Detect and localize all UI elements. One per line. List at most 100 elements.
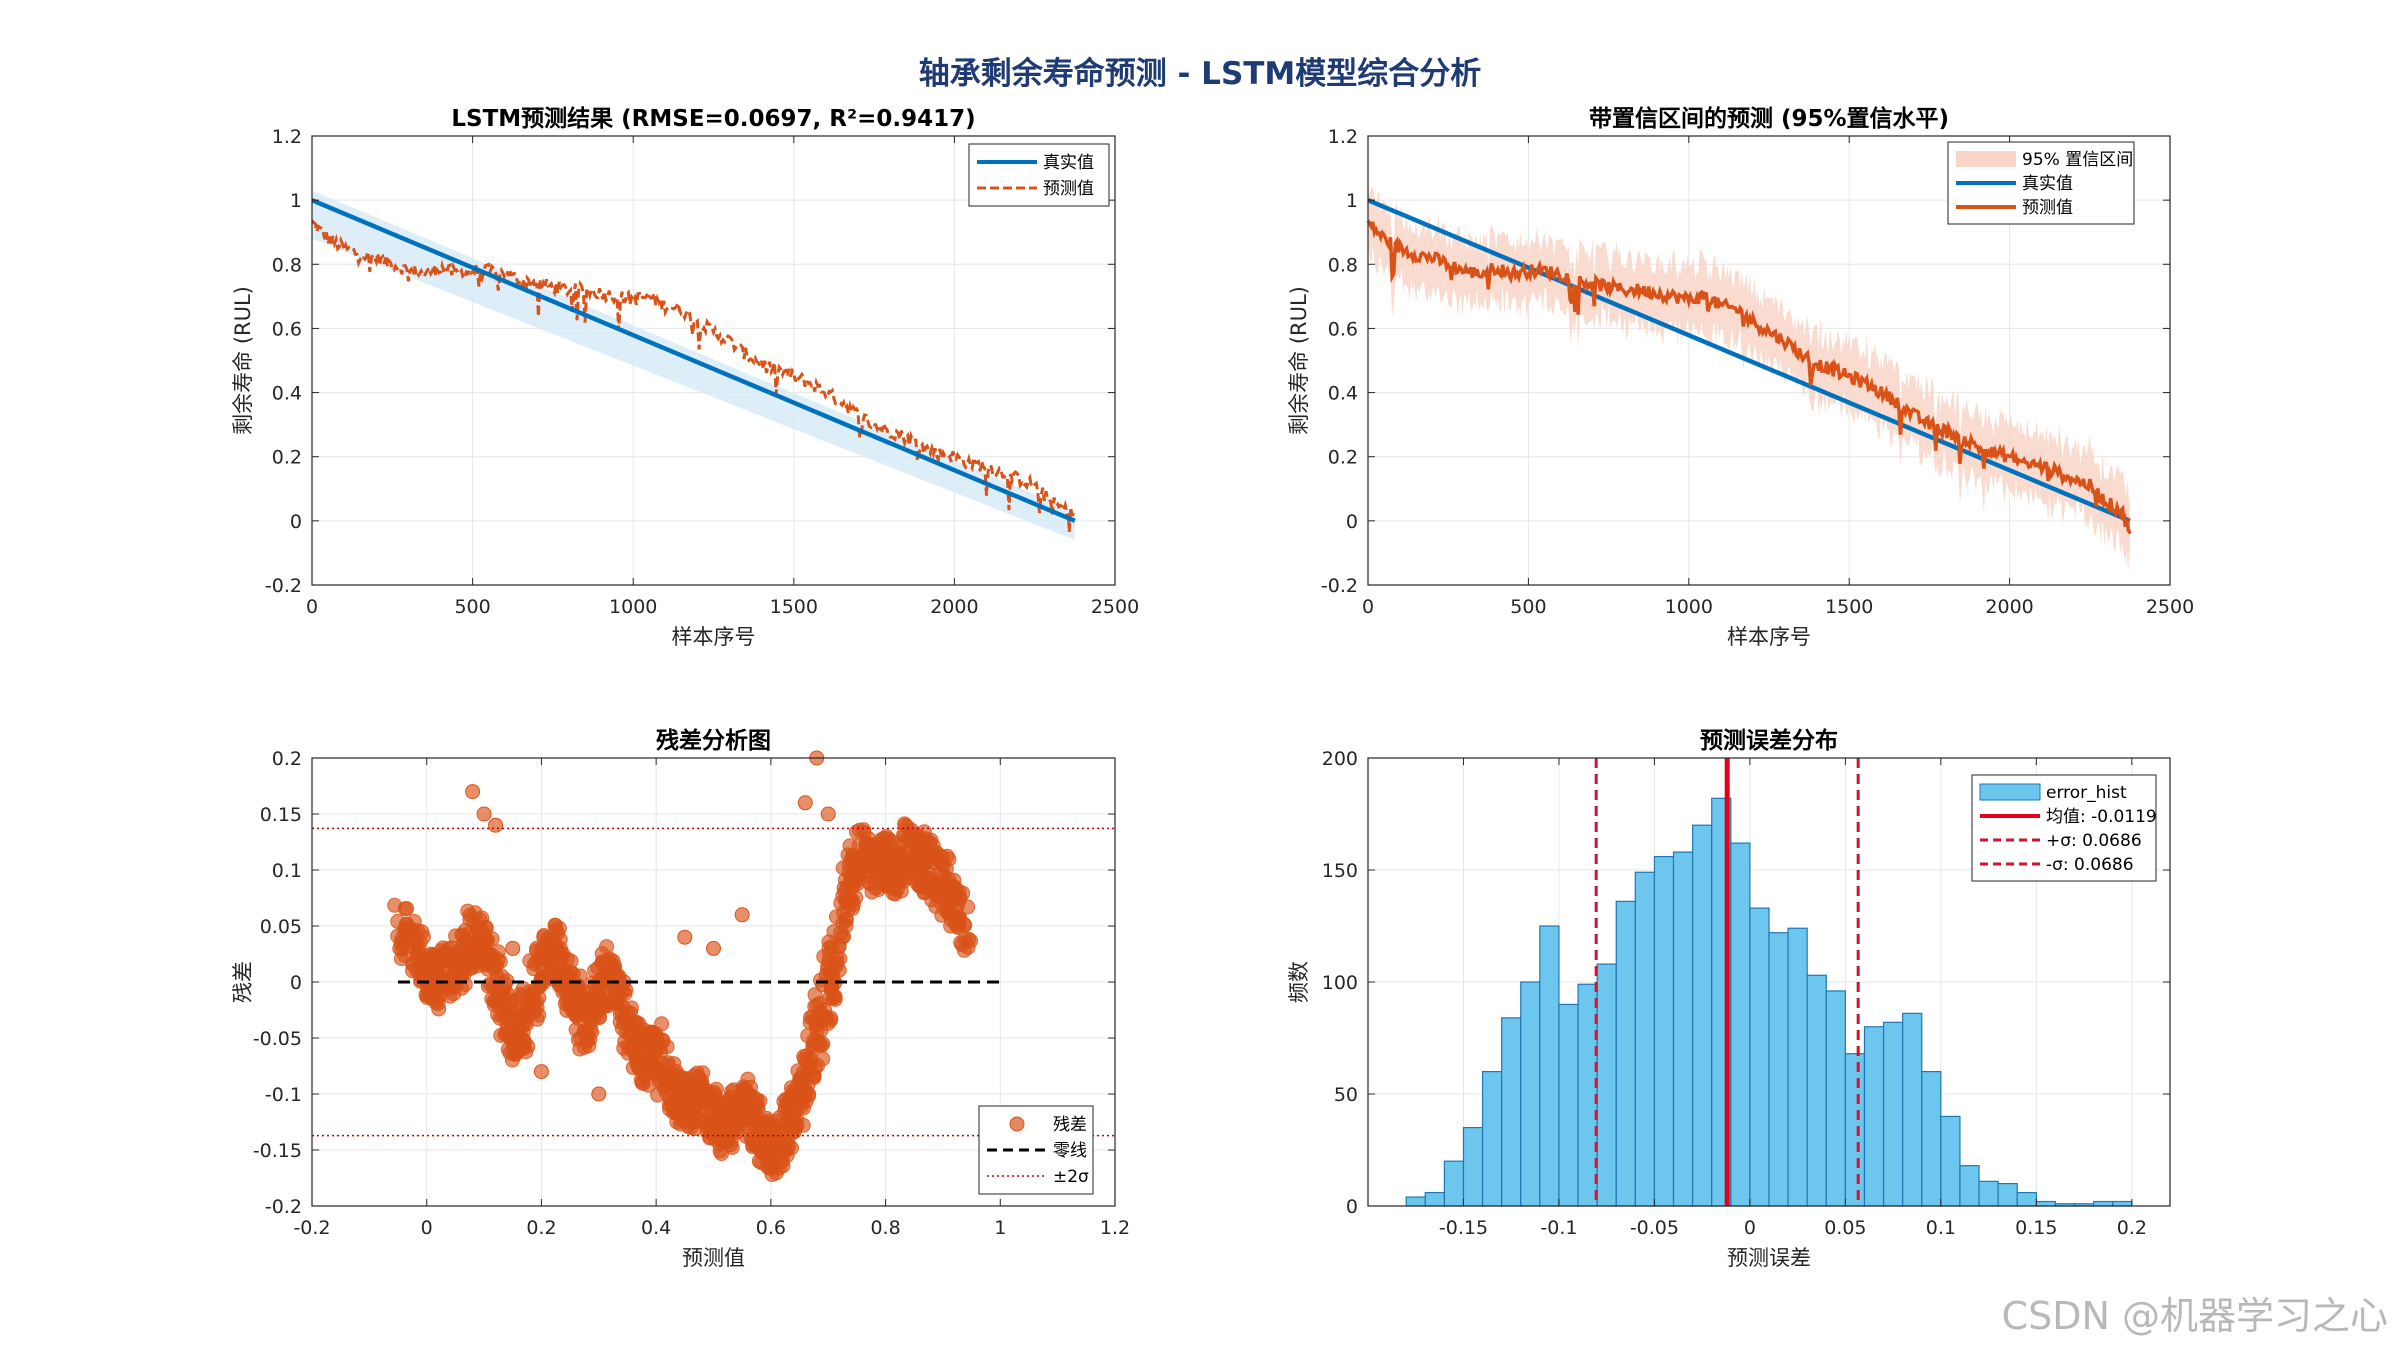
histogram-bar bbox=[1424, 1191, 1445, 1207]
histogram-bar bbox=[1596, 963, 1617, 1207]
y-tick-label: 0 bbox=[1346, 1196, 1358, 1218]
residual-point bbox=[774, 1153, 790, 1169]
residual-point bbox=[576, 1040, 592, 1055]
y-tick-label: -0.05 bbox=[253, 1028, 302, 1050]
residual-point bbox=[826, 990, 842, 1006]
series-prediction bbox=[1366, 219, 2132, 535]
x-tick-label: 0.15 bbox=[2015, 1217, 2057, 1239]
residual-point bbox=[786, 1108, 802, 1124]
residual-point bbox=[529, 1000, 545, 1016]
residual-point bbox=[654, 1016, 670, 1032]
legend-label: ±2σ bbox=[1053, 1167, 1089, 1187]
residual-point bbox=[809, 1023, 825, 1039]
series-truth bbox=[311, 198, 1076, 523]
series-truth bbox=[1367, 198, 2131, 523]
x-tick-label: 1000 bbox=[1665, 596, 1713, 618]
residual-point bbox=[476, 806, 492, 822]
residual-point bbox=[838, 911, 854, 927]
x-tick-label: -0.2 bbox=[293, 1217, 330, 1239]
y-tick-label: -0.2 bbox=[265, 1196, 302, 1218]
histogram-bar bbox=[1825, 990, 1846, 1207]
histogram-bar bbox=[2093, 1200, 2114, 1207]
y-tick-label: 0.8 bbox=[1328, 254, 1358, 276]
legend-swatch bbox=[1009, 1116, 1025, 1132]
histogram-bar bbox=[1615, 900, 1636, 1207]
x-tick-label: 2500 bbox=[1091, 596, 1139, 618]
x-tick-label: 0.2 bbox=[2117, 1217, 2147, 1239]
residual-point bbox=[725, 1102, 741, 1118]
residual-point bbox=[815, 1036, 831, 1052]
y-tick-label: 1.2 bbox=[1328, 126, 1358, 148]
histogram-bar bbox=[1730, 842, 1751, 1207]
residual-point bbox=[865, 854, 881, 870]
histogram-bar bbox=[1443, 1160, 1465, 1207]
histogram-bar bbox=[1787, 927, 1808, 1207]
histogram-bar bbox=[1844, 1053, 1866, 1207]
legend-swatch bbox=[1956, 151, 2016, 167]
residual-point bbox=[566, 994, 581, 1009]
y-tick-label: 0.2 bbox=[1328, 447, 1358, 469]
histogram-bar bbox=[2035, 1200, 2057, 1207]
residual-point bbox=[820, 806, 836, 822]
y-tick-label: 0.6 bbox=[1328, 318, 1358, 340]
series-prediction bbox=[310, 219, 1076, 533]
residual-point bbox=[620, 1005, 636, 1021]
y-axis-label: 剩余寿命 (RUL) bbox=[231, 286, 255, 435]
legend-label: 残差 bbox=[1053, 1115, 1087, 1135]
histogram-bar bbox=[1520, 981, 1541, 1207]
x-tick-label: 0 bbox=[421, 1217, 433, 1239]
legend-label: error_hist bbox=[2046, 783, 2127, 803]
residual-point bbox=[961, 931, 977, 947]
y-tick-label: 0.05 bbox=[260, 916, 302, 938]
histogram-bar bbox=[1462, 1126, 1484, 1207]
figure-title: 轴承剩余寿命预测 - LSTM模型综合分析 bbox=[918, 56, 1482, 92]
y-tick-label: 1 bbox=[1346, 190, 1358, 212]
residual-point bbox=[563, 953, 579, 969]
y-tick-label: 0.6 bbox=[272, 318, 302, 340]
x-tick-label: 500 bbox=[454, 596, 490, 618]
histogram-bar bbox=[1978, 1180, 1999, 1207]
legend-label: 预测值 bbox=[2022, 198, 2073, 218]
y-tick-label: 0.2 bbox=[272, 748, 302, 770]
x-tick-label: 1 bbox=[994, 1217, 1006, 1239]
residual-point bbox=[955, 885, 971, 901]
histogram-bar bbox=[1539, 925, 1560, 1207]
residual-point bbox=[922, 850, 938, 866]
residual-point bbox=[550, 925, 566, 941]
y-axis-label: 频数 bbox=[1287, 961, 1311, 1003]
histogram-bar bbox=[2016, 1191, 2037, 1207]
legend-label: 均值: -0.0119 bbox=[2046, 807, 2157, 827]
x-tick-label: -0.1 bbox=[1540, 1217, 1577, 1239]
y-tick-label: 0.15 bbox=[260, 804, 302, 826]
legend: error_hist 均值: -0.0119 +σ: 0.0686 -σ: 0.068… bbox=[1971, 774, 2157, 882]
histogram-bar bbox=[1768, 932, 1789, 1207]
residual-point bbox=[825, 967, 841, 983]
residual-point bbox=[660, 1066, 676, 1082]
y-tick-label: 0 bbox=[290, 972, 302, 994]
x-tick-label: 2000 bbox=[1985, 596, 2033, 618]
y-tick-label: -0.2 bbox=[265, 575, 302, 597]
residual-point bbox=[584, 1024, 600, 1040]
residual-point bbox=[806, 1070, 822, 1086]
residual-point bbox=[465, 784, 481, 800]
residual-point bbox=[490, 952, 506, 968]
residual-point bbox=[852, 867, 868, 883]
residual-point bbox=[749, 1099, 765, 1115]
residual-point bbox=[622, 1025, 638, 1041]
residual-point bbox=[821, 946, 837, 962]
y-tick-label: 0.8 bbox=[272, 254, 302, 276]
axes-title: 残差分析图 bbox=[656, 727, 771, 754]
axes-frame bbox=[1367, 135, 2171, 586]
histogram-bar bbox=[1634, 871, 1656, 1207]
residual-point bbox=[491, 987, 507, 1003]
residual-point bbox=[591, 1086, 607, 1102]
histogram-bar bbox=[1902, 1012, 1923, 1207]
residual-point bbox=[734, 907, 750, 923]
axes-p3: -0.2 0 0.2 0.4 0.6 0.8 1 1.2 -0.2 -0.15 -0.1 -0.05 0… bbox=[231, 727, 1130, 1270]
y-tick-label: 1 bbox=[290, 190, 302, 212]
residual-point bbox=[856, 824, 872, 840]
